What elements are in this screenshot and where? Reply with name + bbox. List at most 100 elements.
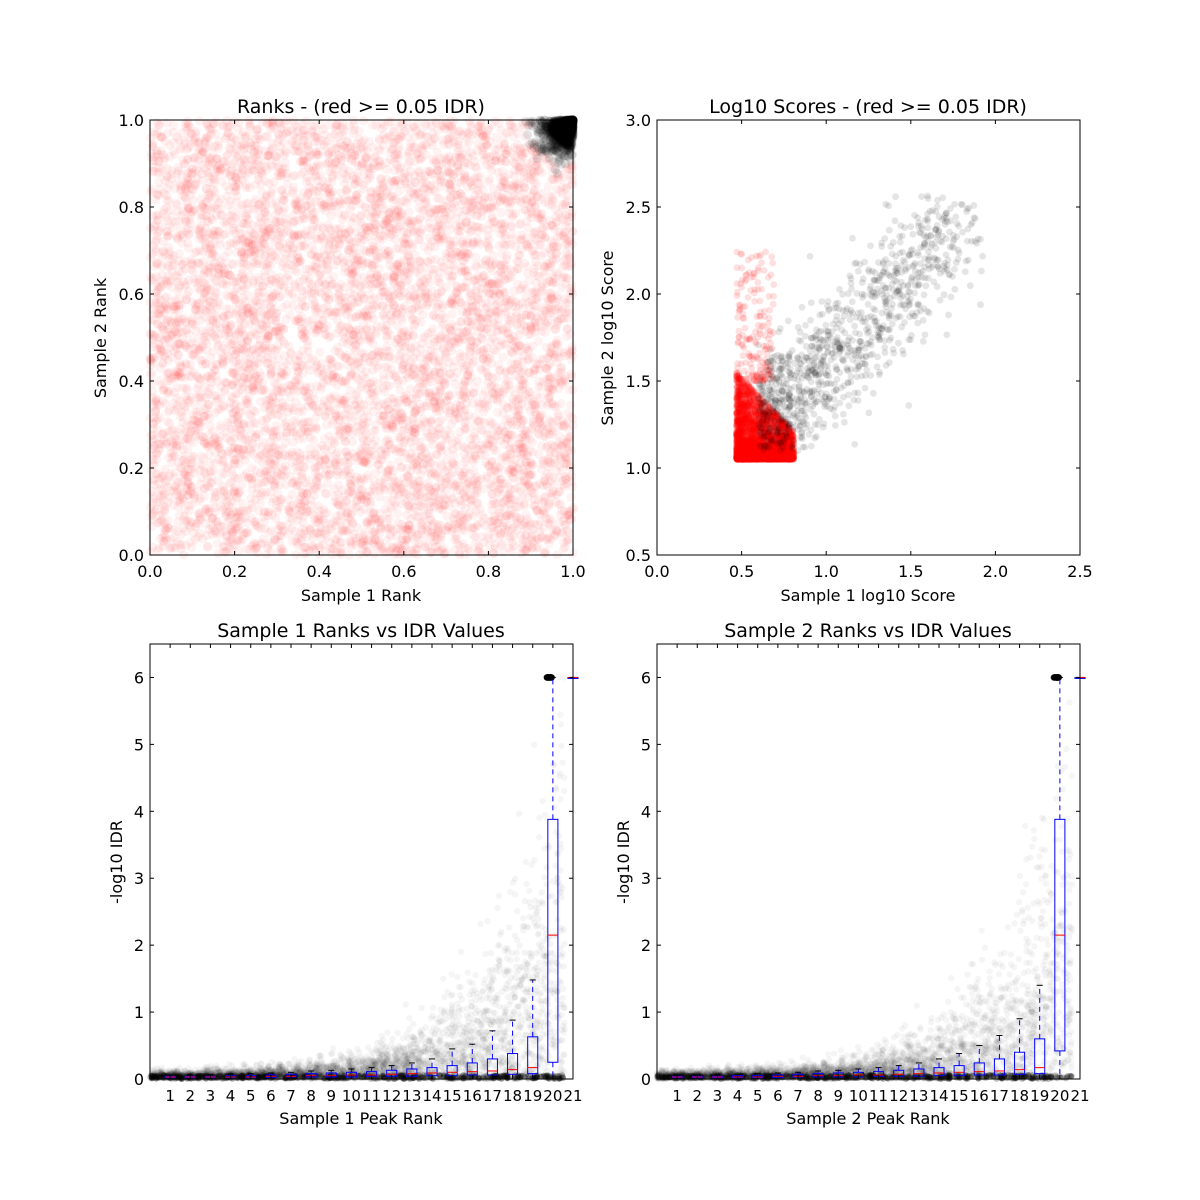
rank-point-red [537,506,548,516]
rank-point-red [365,388,375,399]
rank-point-red [348,337,358,347]
rank-point-red [451,196,461,206]
rank-point-red [410,435,420,445]
rank-point-red [359,180,369,190]
rank-point-red [313,133,323,143]
rank-point-red [483,177,494,187]
rank-point-red [292,476,303,487]
rank-point-red [183,229,193,239]
rank-point-red [230,228,240,239]
rank-point-red [446,420,457,430]
rank-point-red [366,357,376,367]
rank-point-red [489,388,499,398]
rank-point-red [483,533,493,543]
rank-point-red [419,542,430,552]
rank-point-red [403,269,414,279]
rank-point-red [320,324,330,334]
rank-point-red [160,293,170,303]
rank-point-red [334,394,345,404]
rank-point-red [517,471,527,481]
rank-point-red [265,474,275,485]
rank-point-red [289,145,299,156]
rank-point-red [223,461,233,472]
rank-point-red [250,249,260,259]
rank-point-red [372,442,382,452]
rank-point-red [530,501,540,511]
rank-point-red [390,235,401,245]
rank-point-red [554,499,564,509]
rank-point-red [324,469,334,480]
rank-point-red [540,548,550,559]
rank-point-red [388,272,398,282]
rank-point-red [315,347,325,357]
rank-point-red [214,268,224,278]
rank-point-red [231,447,241,458]
rank-point-red [472,479,482,489]
rank-point-red [425,241,436,251]
rank-point-red [294,502,304,513]
rank-point-red [530,162,540,172]
rank-point-red [258,280,268,291]
rank-point-red [267,399,277,409]
rank-point-red [406,284,416,294]
rank-point-red [316,197,326,208]
rank-point-red [517,367,527,377]
rank-point-red [494,508,504,518]
rank-point-red [199,287,209,298]
rank-point-red [501,157,511,167]
rank-point-red [262,211,272,221]
rank-point-red [323,190,333,200]
rank-point-red [442,522,453,532]
rank-point-red [443,391,453,401]
rank-point-red [321,293,331,303]
rank-point-red [451,288,462,298]
rank-point-red [397,220,407,231]
rank-point-red [307,209,317,219]
rank-point-red [468,175,478,185]
rank-point-red [388,276,399,286]
rank-point-red [476,347,486,357]
rank-point-red [438,299,448,310]
rank-point-red [434,417,444,427]
rank-point-red [495,531,505,541]
rank-point-red [354,353,364,363]
rank-point-red [237,324,247,334]
rank-point-red [497,271,508,281]
rank-point-red [442,495,452,505]
rank-point-red [553,518,564,528]
rank-point-red [529,246,539,256]
rank-point-red [265,253,276,263]
rank-point-red [358,534,369,544]
rank-point-red [275,148,285,158]
rank-point-red [467,122,477,132]
rank-point-red [564,509,574,519]
rank-point-red [500,368,510,378]
rank-point-red [547,192,557,202]
rank-point-red [548,277,558,287]
rank-point-red [315,320,325,331]
rank-point-red [202,530,212,541]
rank-point-red [368,160,379,171]
rank-point-red [267,145,277,155]
rank-point-red [433,125,443,135]
rank-point-red [169,301,179,311]
rank-point-red [296,169,306,180]
rank-point-red [348,195,358,206]
rank-point-red [402,495,413,505]
rank-point-red [301,116,311,126]
rank-point-red [160,518,170,528]
rank-point-red [338,234,348,244]
rank-point-red [266,526,276,536]
rank-point-red [201,223,211,234]
rank-point-red [192,298,203,308]
rank-point-red [560,452,571,462]
rank-point-red [307,121,317,131]
rank-point-red [521,510,531,520]
rank-point-red [501,180,511,190]
rank-point-red [389,278,399,288]
rank-point-red [538,216,548,226]
rank-point-red [396,540,406,550]
rank-point-red [402,229,413,239]
rank-point-red [340,396,350,406]
rank-point-red [419,183,430,193]
